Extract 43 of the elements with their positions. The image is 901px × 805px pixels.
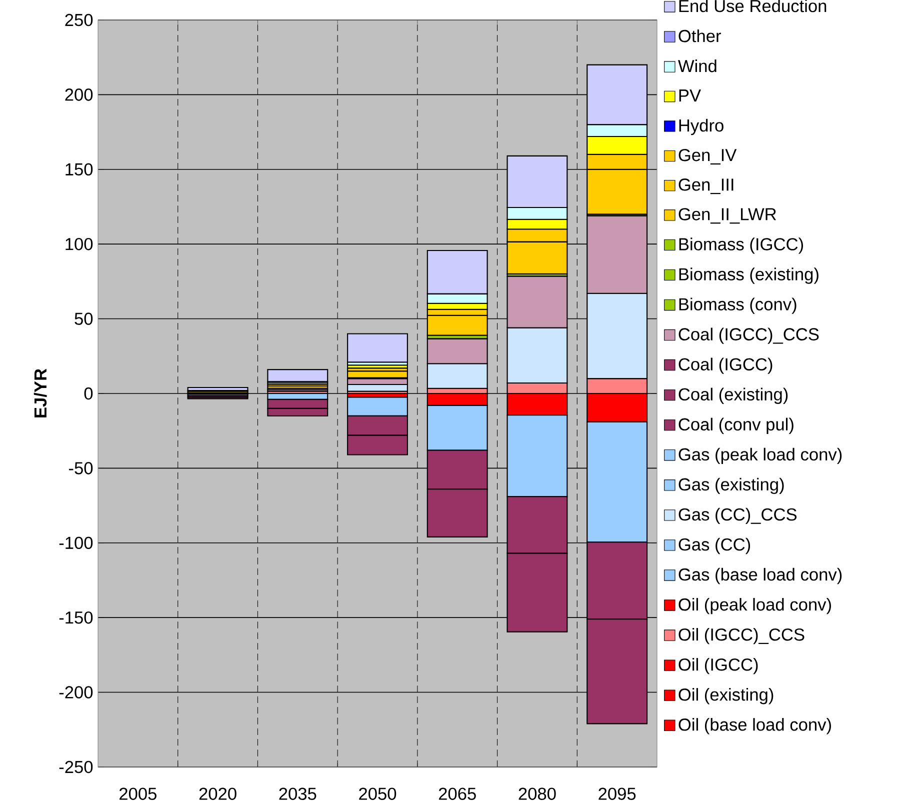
- legend-label: Coal (existing): [678, 388, 788, 404]
- legend-label: Gas (CC)_CCS: [678, 508, 797, 524]
- y-tick-label: -50: [69, 462, 93, 474]
- y-tick-label: -250: [59, 760, 93, 774]
- legend-label: Gen_II_LWR: [678, 208, 776, 224]
- legend-label: Other: [678, 29, 721, 42]
- legend-label: Oil (base load conv): [678, 718, 831, 734]
- legend-label: Coal (IGCC): [678, 358, 772, 374]
- legend-label: Hydro: [679, 118, 724, 136]
- y-tick-label: 200: [65, 88, 93, 101]
- legend-label: Biomass (conv): [679, 298, 796, 314]
- y-tick-label: -100: [59, 536, 93, 550]
- legend-label: Coal (conv pul): [678, 418, 794, 434]
- y-tick-label: 100: [66, 238, 93, 250]
- legend-label: Gas (existing): [678, 478, 784, 494]
- legend-label: Oil (IGCC)_CCS: [678, 628, 804, 644]
- x-tick-label: 2050: [359, 788, 396, 800]
- legend-label: Coal (IGCC)_CCS: [678, 328, 819, 344]
- legend-label: Biomass (IGCC): [679, 238, 803, 254]
- legend-label: Biomass (existing): [679, 268, 818, 284]
- legend-label: Gas (peak load conv): [678, 448, 842, 464]
- x-tick-label: 2005: [120, 788, 156, 800]
- x-tick-label: 2020: [199, 788, 236, 800]
- y-axis-title: EJ/YR: [34, 368, 47, 418]
- y-tick-label: 150: [66, 163, 93, 176]
- y-tick-label: -150: [59, 611, 93, 624]
- legend-label: Oil (existing): [678, 688, 774, 704]
- y-tick-label: -200: [59, 686, 93, 698]
- legend-label: Gas (base load conv): [678, 568, 842, 584]
- y-tick-label: 0: [84, 387, 93, 400]
- legend-label: Wind: [678, 59, 716, 72]
- x-tick-label: 2065: [438, 788, 476, 800]
- legend-label: Gas (CC): [678, 538, 750, 554]
- legend-label: PV: [679, 90, 701, 102]
- legend-label: Gen_III: [678, 178, 734, 194]
- legend-label: Oil (IGCC): [678, 658, 758, 674]
- legend-label: Gen_IV: [678, 148, 737, 164]
- x-tick-label: 2080: [518, 788, 556, 800]
- y-tick-label: 250: [65, 14, 93, 26]
- legend-label: Oil (peak load conv): [678, 598, 831, 614]
- x-tick-label: 2035: [279, 788, 316, 800]
- y-tick-label: 50: [74, 312, 93, 325]
- x-tick-label: 2095: [598, 788, 636, 800]
